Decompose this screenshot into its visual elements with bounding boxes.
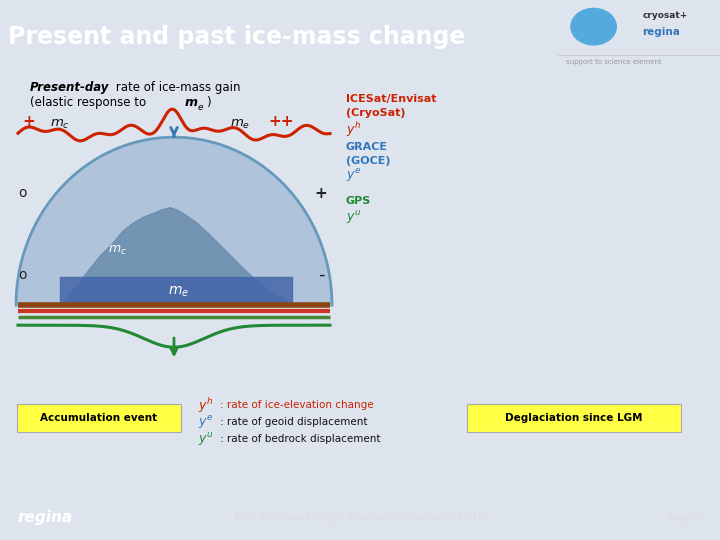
Text: ): ) — [206, 96, 211, 109]
Text: (elastic response to: (elastic response to — [30, 96, 150, 109]
Text: Accumulation event: Accumulation event — [40, 413, 158, 423]
Text: regina: regina — [642, 26, 680, 37]
FancyBboxPatch shape — [17, 404, 181, 432]
Text: +: + — [314, 186, 327, 201]
Ellipse shape — [571, 9, 616, 45]
Text: $y^e$: $y^e$ — [346, 167, 361, 184]
Text: (GOCE): (GOCE) — [346, 156, 390, 166]
Text: Present-day: Present-day — [30, 80, 109, 94]
Text: ICESat/Envisat: ICESat/Envisat — [346, 94, 436, 104]
Text: $y^h$: $y^h$ — [346, 120, 361, 139]
Text: $y^h$: $y^h$ — [198, 396, 213, 415]
Text: rate of ice-mass gain: rate of ice-mass gain — [112, 80, 240, 94]
Text: Page 5: Page 5 — [667, 512, 702, 523]
Text: Deglaciation since LGM: Deglaciation since LGM — [505, 413, 643, 423]
Text: : rate of geoid displacement: : rate of geoid displacement — [220, 417, 367, 427]
Text: : rate of bedrock displacement: : rate of bedrock displacement — [220, 434, 380, 444]
Text: Present and past ice-mass change: Present and past ice-mass change — [9, 24, 466, 49]
Text: $y^u$: $y^u$ — [198, 431, 213, 448]
Text: $m_c$: $m_c$ — [50, 118, 70, 131]
Text: e: e — [198, 103, 204, 112]
Text: GPS: GPS — [346, 196, 372, 206]
Text: $m_e$: $m_e$ — [230, 118, 250, 131]
Text: +: + — [22, 114, 35, 129]
Text: : rate of ice-elevation change: : rate of ice-elevation change — [220, 400, 374, 410]
Text: ++: ++ — [268, 114, 294, 129]
Text: cryosat+: cryosat+ — [642, 11, 688, 20]
Text: o: o — [18, 268, 27, 282]
Text: support to science element: support to science element — [566, 59, 662, 65]
Text: $y^u$: $y^u$ — [346, 208, 361, 226]
FancyBboxPatch shape — [467, 404, 681, 432]
Text: $m_c$: $m_c$ — [108, 244, 127, 256]
Text: o: o — [18, 186, 27, 200]
Text: GRACE: GRACE — [346, 142, 388, 152]
Text: regina: regina — [18, 510, 73, 525]
Text: m: m — [185, 96, 198, 109]
Text: $m_e$: $m_e$ — [168, 285, 189, 299]
Text: $y^e$: $y^e$ — [198, 414, 213, 431]
Text: (CryoSat): (CryoSat) — [346, 108, 405, 118]
Text: ESA CliC workshop, Tromsø, 20 January 2015: ESA CliC workshop, Tromsø, 20 January 20… — [235, 512, 485, 523]
Polygon shape — [16, 137, 332, 305]
Text: -: - — [318, 266, 325, 284]
